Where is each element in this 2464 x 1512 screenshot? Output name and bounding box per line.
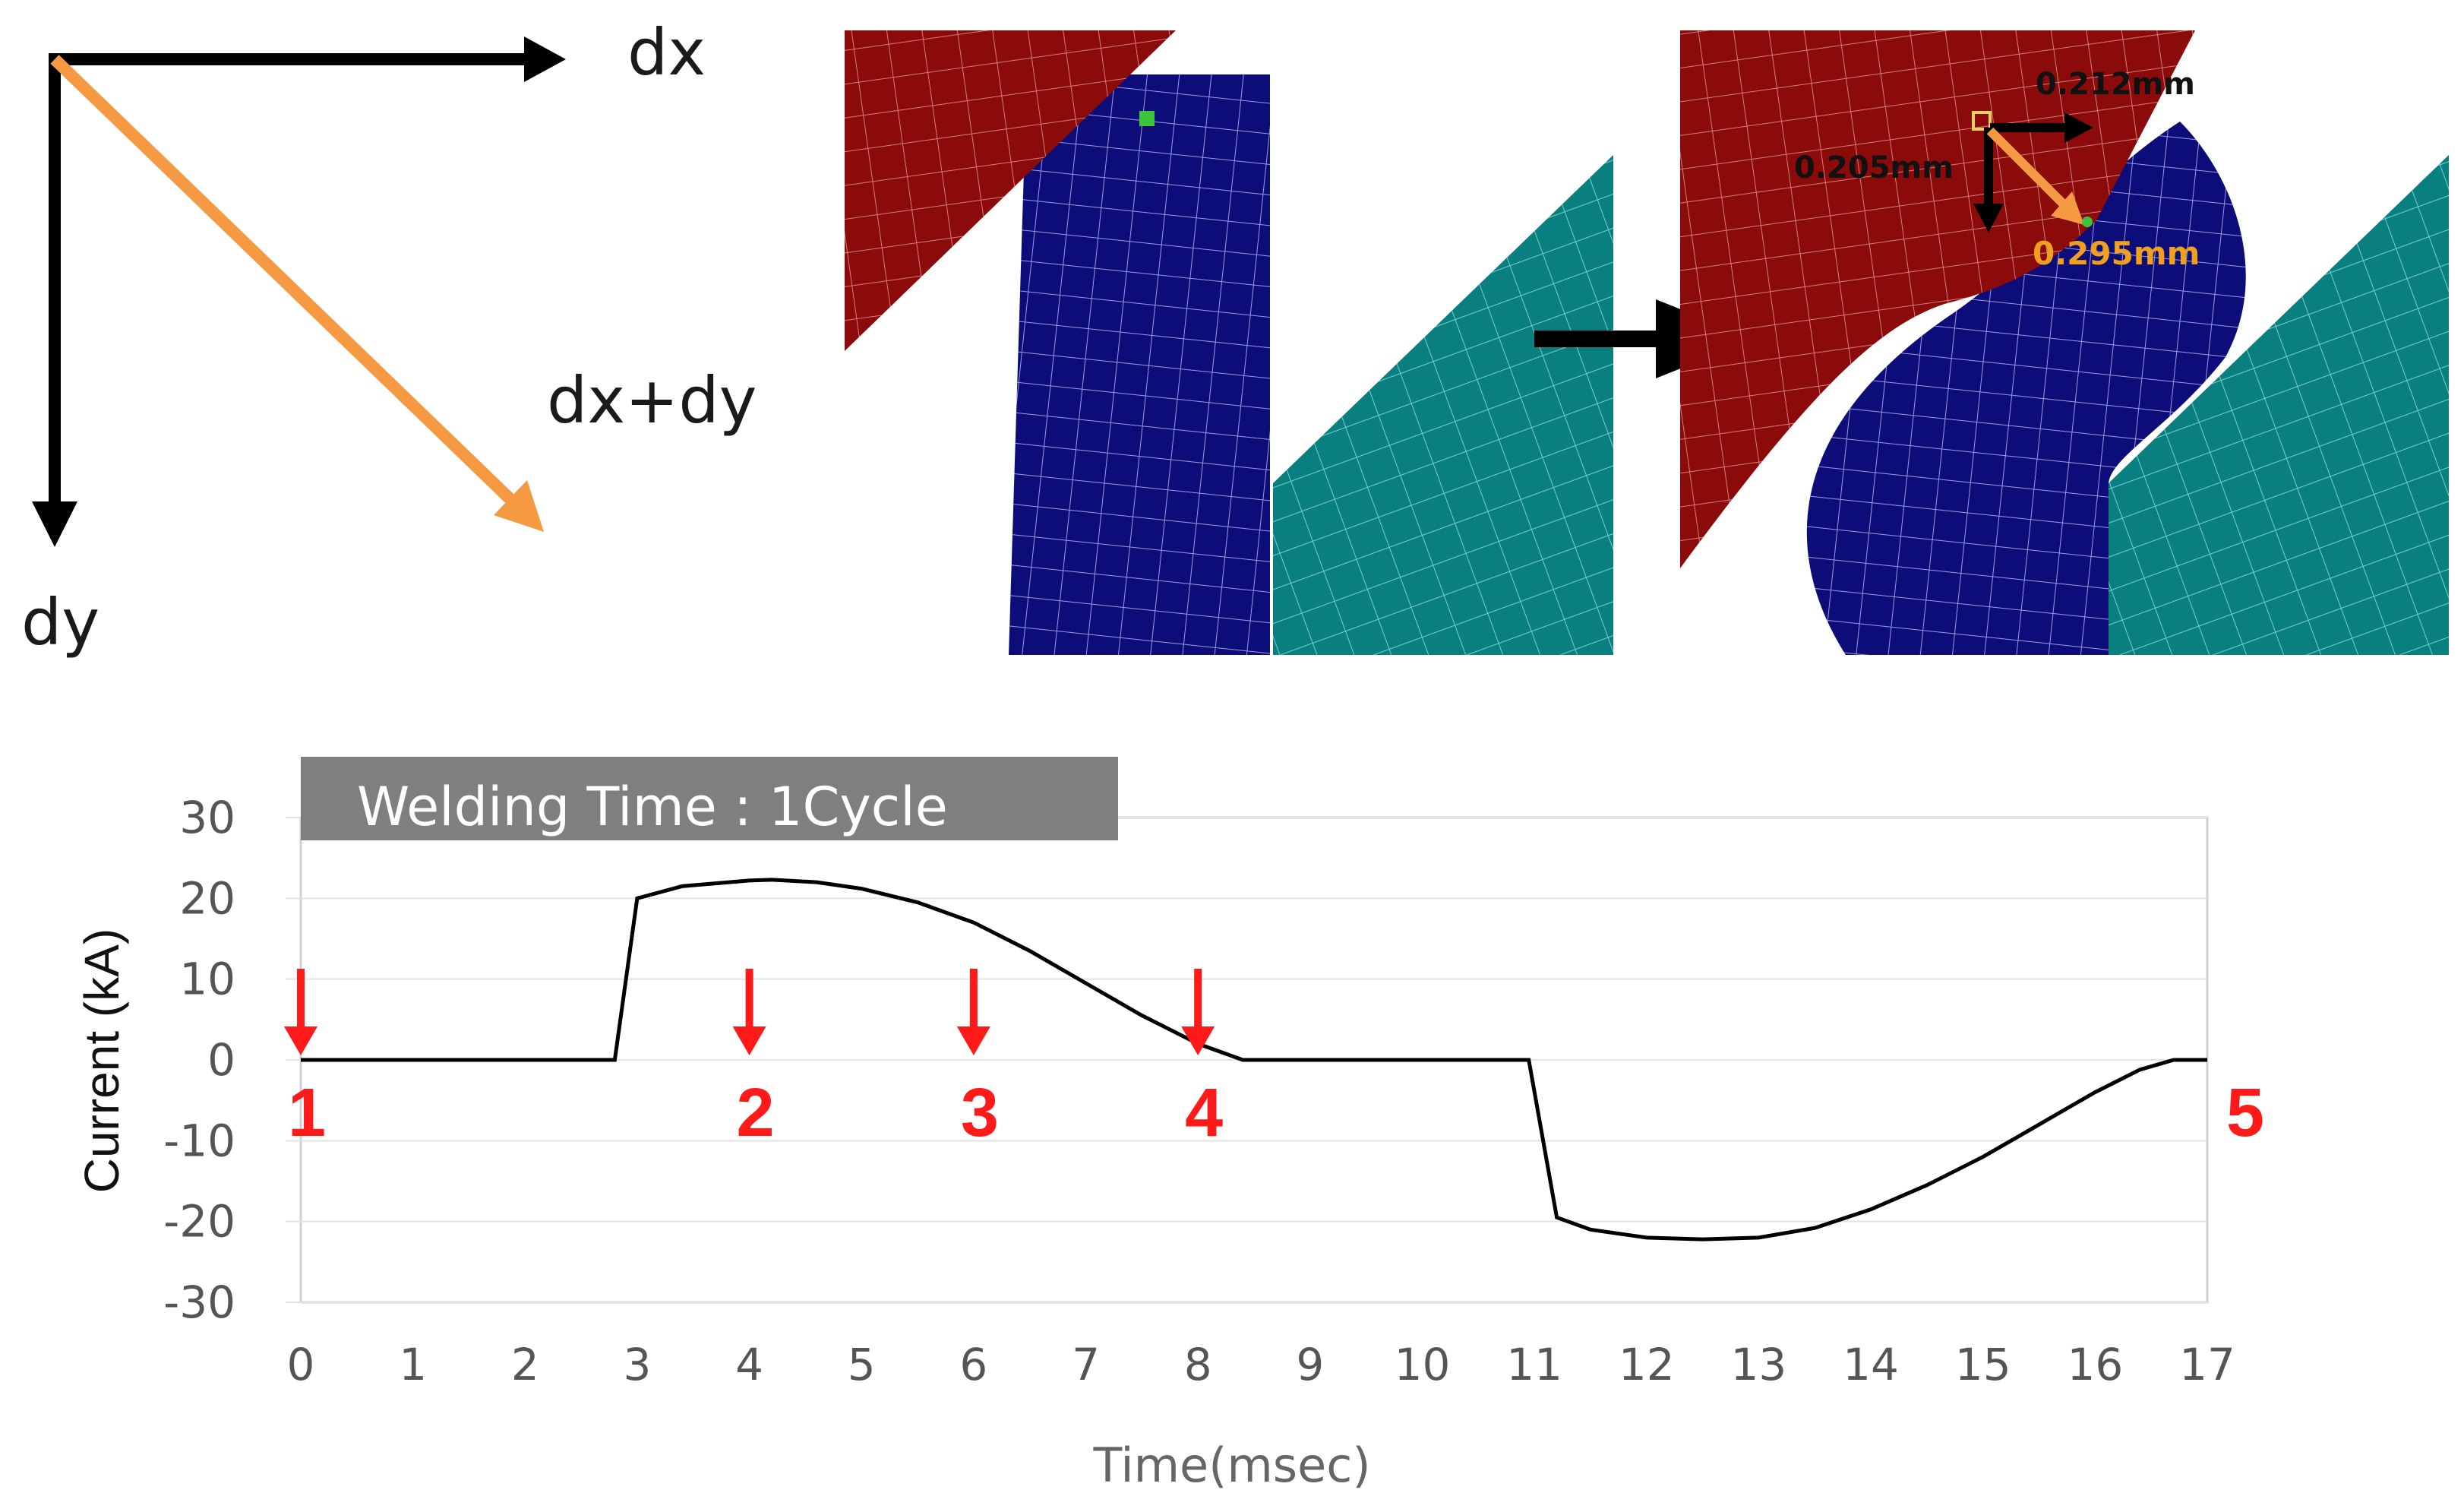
sum-arrowhead (494, 480, 544, 532)
x-tick-label: 6 (959, 1339, 987, 1390)
x-tick-label: 17 (2179, 1339, 2235, 1390)
marker-label-5: 5 (2226, 1075, 2264, 1151)
y-tick-label: 0 (207, 1034, 235, 1086)
tracked-node-after-initial (1972, 111, 1992, 131)
current-series-line (301, 878, 2207, 1242)
marker-label-1: 1 (288, 1075, 326, 1151)
x-tick-label: 2 (511, 1339, 539, 1390)
marker-label-2: 2 (737, 1075, 775, 1151)
dy-label: dy (21, 585, 100, 660)
x-tick-label: 0 (287, 1339, 315, 1390)
fem-after: 0.212mm 0.205mm 0.295mm (1680, 30, 2449, 655)
chart-title: Welding Time : 1Cycle (357, 776, 948, 838)
sum-arrow (50, 55, 521, 510)
x-tick-label: 16 (2067, 1339, 2123, 1390)
marker-arrowhead-1 (284, 1026, 317, 1055)
x-tick-label: 11 (1506, 1339, 1562, 1390)
resultant-value: 0.295mm (2033, 235, 2200, 272)
marker-arrowhead-4 (1181, 1026, 1215, 1055)
marker-arrowhead-3 (956, 1026, 990, 1055)
x-tick-label: 14 (1843, 1339, 1899, 1390)
sum-label: dx+dy (547, 363, 757, 438)
time-markers: 1 2 3 4 5 (284, 969, 2264, 1151)
y-tick-label: 10 (179, 954, 235, 1005)
y-tick-label: -30 (163, 1276, 235, 1328)
dy-value: 0.205mm (1794, 150, 1954, 185)
x-tick-label: 8 (1184, 1339, 1212, 1390)
marker-label-4: 4 (1185, 1075, 1223, 1151)
resultant-arrowhead-after (2051, 191, 2084, 225)
tracked-node-after (2082, 217, 2093, 227)
y-tick-label: 20 (179, 872, 235, 924)
y-tick-label: 30 (179, 792, 235, 843)
x-tick-labels: 0 1 2 3 4 5 6 7 8 9 10 11 12 13 14 15 16 17 (287, 1339, 2235, 1390)
fem-before (845, 30, 1613, 655)
marker-arrowhead-2 (732, 1026, 766, 1055)
y-tick-label: -10 (163, 1115, 235, 1166)
dx-value: 0.212mm (2036, 67, 2195, 102)
x-tick-label: 10 (1395, 1339, 1451, 1390)
x-axis-title: Time(msec) (1092, 1438, 1370, 1493)
x-tick-label: 7 (1072, 1339, 1100, 1390)
x-tick-label: 9 (1296, 1339, 1324, 1390)
x-tick-label: 5 (848, 1339, 876, 1390)
x-tick-label: 12 (1619, 1339, 1675, 1390)
x-tick-label: 4 (735, 1339, 763, 1390)
y-tick-label: -20 (163, 1196, 235, 1248)
tracked-node-before (1139, 111, 1155, 126)
dy-arrowhead (32, 501, 77, 547)
x-tick-label: 3 (623, 1339, 651, 1390)
resultant-arrow-after (1986, 127, 2067, 207)
x-tick-label: 15 (1955, 1339, 2011, 1390)
dx-arrowhead (524, 36, 566, 82)
marker-label-3: 3 (961, 1075, 999, 1151)
dx-label: dx (627, 15, 706, 90)
y-tick-labels: 30 20 10 0 -10 -20 -30 (163, 792, 235, 1328)
y-axis-title: Current (kA) (74, 928, 129, 1194)
x-tick-label: 13 (1731, 1339, 1787, 1390)
dy-arrowhead-after (1973, 204, 2004, 232)
title-banner (301, 757, 1118, 840)
x-tick-label: 1 (399, 1339, 427, 1390)
dx-arrowhead-after (2064, 112, 2093, 143)
vector-diagram: dx dx+dy dy (21, 15, 757, 660)
